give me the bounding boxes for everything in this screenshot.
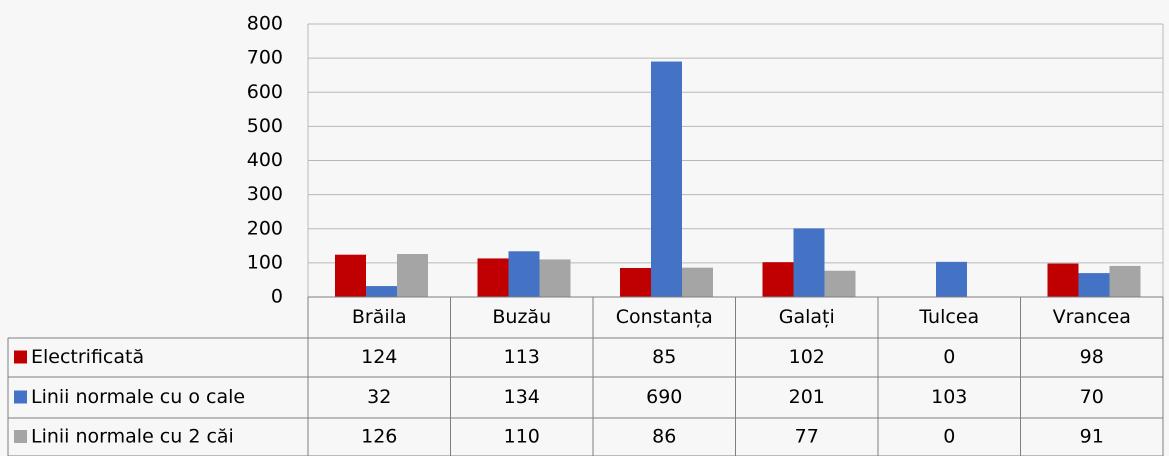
x-tick-label: Galați <box>779 306 835 328</box>
bar <box>682 267 713 297</box>
bar <box>539 259 571 297</box>
bar <box>824 270 856 297</box>
table-value: 110 <box>504 426 540 448</box>
table-value: 85 <box>652 346 676 368</box>
table-value: 126 <box>361 426 397 448</box>
bar <box>651 61 682 297</box>
y-tick-label: 200 <box>247 217 283 239</box>
bar <box>335 254 366 297</box>
bar <box>477 258 509 297</box>
bar <box>762 262 794 297</box>
bar <box>793 228 825 297</box>
x-tick-label: Brăila <box>352 306 407 328</box>
legend-swatch <box>14 350 27 364</box>
bar <box>936 261 967 297</box>
y-tick-label: 800 <box>247 13 283 35</box>
table-value: 70 <box>1080 386 1104 408</box>
legend-label: Electrificată <box>31 346 144 368</box>
x-tick-label: Tulcea <box>918 306 979 328</box>
table-value: 102 <box>789 346 825 368</box>
table-value: 86 <box>652 426 676 448</box>
table-value: 98 <box>1080 346 1104 368</box>
y-tick-label: 500 <box>247 115 283 137</box>
table-value: 113 <box>504 346 540 368</box>
table-value: 690 <box>646 386 682 408</box>
legend-label: Linii normale cu o cale <box>31 386 245 408</box>
y-tick-label: 300 <box>247 183 283 205</box>
y-tick-label: 100 <box>247 251 283 273</box>
y-tick-label: 400 <box>247 149 283 171</box>
table-value: 201 <box>789 386 825 408</box>
bar <box>366 286 397 297</box>
y-tick-label: 0 <box>271 286 283 308</box>
bar <box>508 251 540 297</box>
table-value: 134 <box>504 386 540 408</box>
bar <box>620 267 651 297</box>
table-value: 0 <box>943 426 955 448</box>
table-value: 91 <box>1080 426 1104 448</box>
x-tick-label: Vrancea <box>1053 306 1131 328</box>
bar <box>397 254 428 297</box>
bar <box>1109 265 1141 297</box>
legend-swatch <box>14 390 27 404</box>
table-value: 32 <box>367 386 391 408</box>
x-tick-label: Buzău <box>492 306 551 328</box>
table-value: 77 <box>795 426 819 448</box>
bar <box>1047 263 1079 297</box>
table-value: 103 <box>931 386 967 408</box>
table-value: 124 <box>361 346 397 368</box>
bar <box>1078 273 1110 297</box>
table-value: 0 <box>943 346 955 368</box>
y-tick-label: 700 <box>247 47 283 69</box>
y-tick-label: 600 <box>247 81 283 103</box>
legend-label: Linii normale cu 2 căi <box>31 426 234 448</box>
legend-swatch <box>14 430 27 443</box>
x-tick-label: Constanța <box>616 306 713 328</box>
